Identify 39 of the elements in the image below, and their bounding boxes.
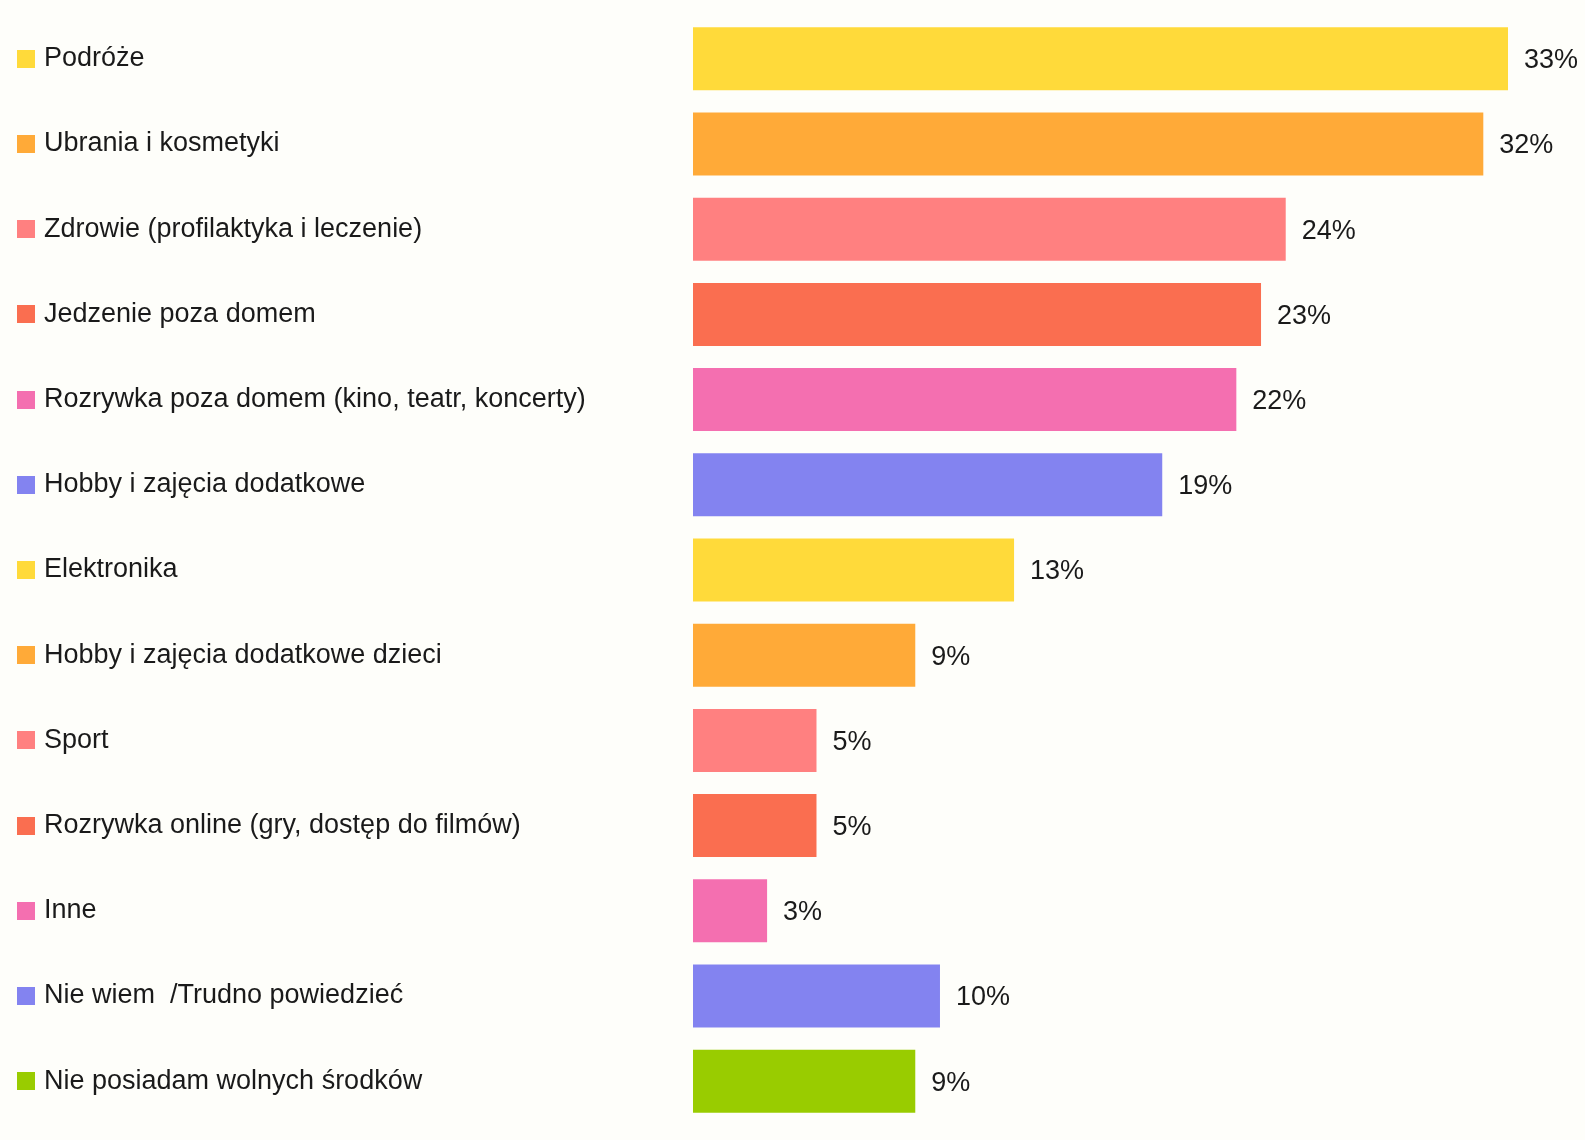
data-label: 33% xyxy=(1524,44,1579,75)
bar xyxy=(693,538,1015,602)
y-tick-label: Nie wiem /Trudno powiedzieć xyxy=(44,979,404,1010)
y-tick-label: Nie posiadam wolnych środków xyxy=(44,1064,423,1095)
y-tick-label: Hobby i zajęcia dodatkowe dzieci xyxy=(44,638,442,669)
y-tick-label: Rozrywka poza domem (kino, teatr, koncerty) xyxy=(44,383,586,414)
bar xyxy=(693,964,940,1028)
data-label: 23% xyxy=(1277,299,1332,330)
data-label: 13% xyxy=(1030,555,1085,586)
y-tick-label: Elektronika xyxy=(44,553,179,584)
data-label: 5% xyxy=(832,811,872,842)
data-label: 3% xyxy=(783,896,823,927)
bar xyxy=(693,27,1508,91)
y-tick-label: Hobby i zajęcia dodatkowe xyxy=(44,468,366,499)
y-tick-label: Sport xyxy=(44,723,110,754)
bar xyxy=(693,197,1286,261)
y-tick-label: Jedzenie poza domem xyxy=(44,297,316,328)
y-tick-label: Inne xyxy=(44,894,97,925)
y-tick-label: Podróże xyxy=(44,42,145,73)
bar xyxy=(693,112,1484,176)
data-label: 22% xyxy=(1252,385,1307,416)
bar xyxy=(693,623,916,687)
data-label: 24% xyxy=(1301,214,1356,245)
bar xyxy=(693,1049,916,1113)
data-label: 9% xyxy=(931,640,971,671)
y-tick-label: Ubrania i kosmetyki xyxy=(44,127,280,158)
bar xyxy=(693,879,768,943)
data-label: 10% xyxy=(955,981,1011,1012)
data-label: 19% xyxy=(1178,470,1233,501)
bar xyxy=(693,794,817,858)
bar xyxy=(693,708,817,772)
data-label: 9% xyxy=(931,1066,971,1097)
bar xyxy=(693,368,1237,432)
y-tick-label: Zdrowie (profilaktyka i leczenie) xyxy=(44,212,423,243)
bar xyxy=(693,282,1262,346)
data-label: 5% xyxy=(832,725,872,756)
bar xyxy=(693,453,1163,517)
data-label: 32% xyxy=(1499,129,1554,160)
y-tick-label: Rozrywka online (gry, dostęp do filmów) xyxy=(44,809,521,840)
